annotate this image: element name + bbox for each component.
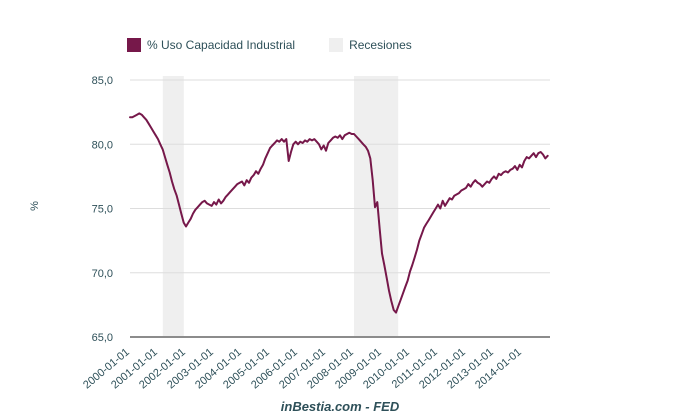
legend-recessions-label: Recesiones — [349, 38, 412, 52]
legend: % Uso Capacidad Industrial Recesiones — [127, 38, 412, 52]
capacity-utilization-line — [129, 112, 549, 314]
y-tick-label: 85,0 — [92, 75, 113, 87]
y-tick-label: 70,0 — [92, 268, 113, 280]
legend-item-capacity[interactable]: % Uso Capacidad Industrial — [127, 38, 295, 52]
y-tick-label: 65,0 — [92, 332, 113, 344]
recession-band — [162, 76, 184, 336]
recessions-swatch — [329, 38, 344, 52]
source-attribution: inBestia.com - FED — [280, 399, 400, 414]
y-tick-label: 75,0 — [92, 204, 113, 216]
legend-item-recessions[interactable]: Recesiones — [329, 38, 412, 52]
y-tick-label: 80,0 — [92, 139, 113, 151]
legend-series-label: % Uso Capacidad Industrial — [147, 38, 296, 52]
capacity-series-swatch — [127, 38, 141, 52]
